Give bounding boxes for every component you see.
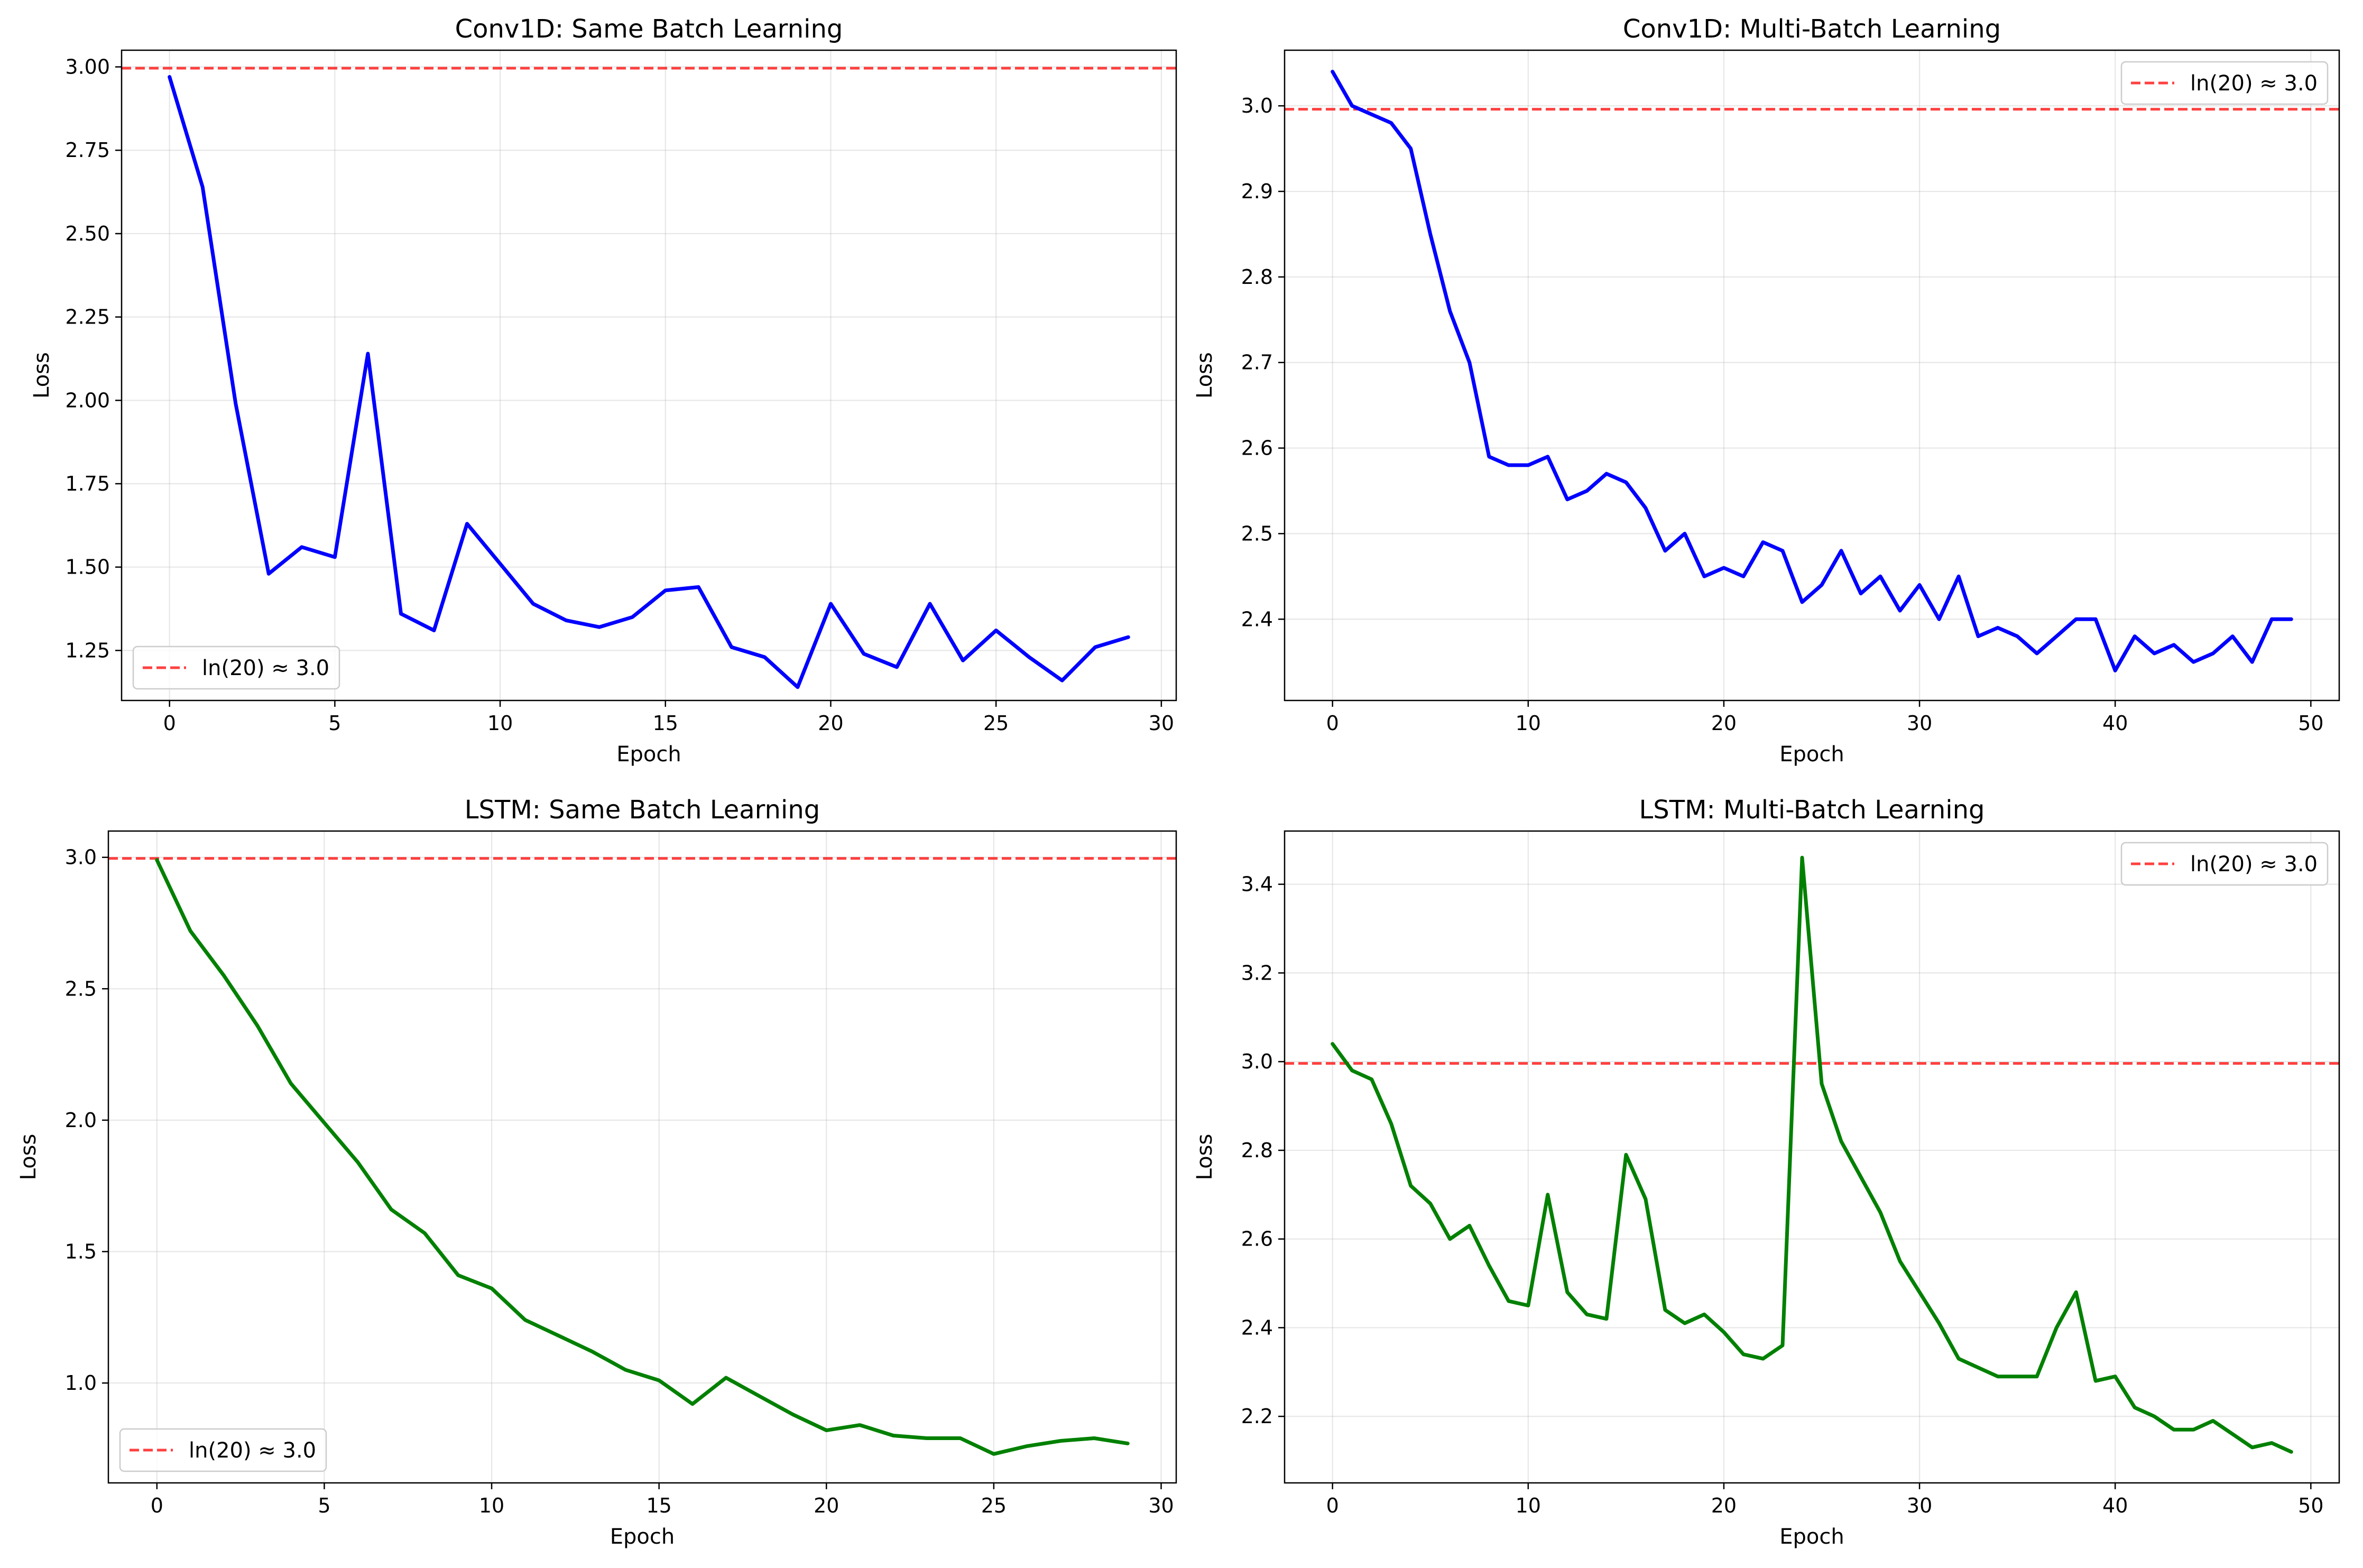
- series-line: [1331, 70, 2293, 672]
- legend-label: ln(20) ≈ 3.0: [189, 1438, 316, 1463]
- axes-frame: [1284, 49, 2340, 702]
- x-tick-label: 40: [2102, 1494, 2128, 1517]
- legend-box: [119, 1428, 327, 1472]
- chart-panel-1: 0 5 10 15 20 25 30 1.25 1.50 1.75 2.00 2.25 2.50 2.75…: [30, 14, 1177, 767]
- legend-label: ln(20) ≈ 3.0: [2190, 71, 2318, 96]
- y-tick-label: 2.50: [65, 222, 110, 245]
- chart-panel-3: 0 5 10 15 20 25 30 1.0 1.5 2.0 2.5 3.0 LSTM: Same Ba…: [16, 795, 1177, 1549]
- y-tick-label: 2.25: [65, 306, 110, 329]
- y-tick-label: 3.00: [65, 56, 110, 79]
- y-tick-label: 2.2: [1241, 1405, 1273, 1428]
- y-tick-label: 1.25: [65, 639, 110, 662]
- x-axis-label: Epoch: [616, 742, 681, 767]
- y-tick-label: 3.4: [1241, 873, 1273, 896]
- y-axis-label: Loss: [1193, 352, 1217, 399]
- y-tick-label: 2.75: [65, 139, 110, 162]
- x-tick-label: 20: [1711, 1494, 1737, 1517]
- axes-frame: [121, 49, 1177, 702]
- y-tick-label: 2.4: [1241, 1316, 1273, 1339]
- chart-title: LSTM: Multi-Batch Learning: [1639, 795, 1985, 825]
- y-tick-label: 2.8: [1241, 265, 1273, 289]
- x-tick-label: 30: [1149, 712, 1174, 735]
- x-tick-label: 10: [487, 712, 513, 735]
- legend-box: [2120, 842, 2329, 886]
- y-tick-label: 3.0: [65, 846, 97, 869]
- x-tick-label: 5: [328, 712, 341, 735]
- legend: ln(20) ≈ 3.0: [2120, 842, 2329, 886]
- y-tick-label: 2.6: [1241, 437, 1273, 460]
- x-tick-label: 10: [479, 1494, 504, 1517]
- legend: ln(20) ≈ 3.0: [132, 645, 340, 690]
- legend: ln(20) ≈ 3.0: [2120, 61, 2329, 105]
- x-tick-label: 40: [2102, 712, 2128, 735]
- axes-frame: [107, 830, 1177, 1484]
- axes-frame: [1284, 830, 2340, 1484]
- x-tick-label: 20: [818, 712, 843, 735]
- y-tick-label: 1.5: [65, 1240, 97, 1263]
- legend-box: [2120, 61, 2329, 105]
- y-axis-label: Loss: [30, 352, 54, 399]
- y-tick-label: 2.7: [1241, 351, 1273, 374]
- legend-box: [132, 645, 340, 690]
- x-tick-label: 0: [163, 712, 176, 735]
- x-tick-label: 0: [1326, 712, 1339, 735]
- y-tick-label: 2.6: [1241, 1228, 1273, 1251]
- x-tick-label: 10: [1516, 1494, 1541, 1517]
- x-tick-label: 30: [1148, 1494, 1174, 1517]
- y-tick-label: 2.5: [65, 977, 97, 1000]
- y-tick-label: 2.8: [1241, 1139, 1273, 1162]
- chart-title: Conv1D: Multi-Batch Learning: [1623, 14, 2001, 44]
- y-tick-label: 3.0: [1241, 94, 1273, 117]
- x-axis-label: Epoch: [1779, 742, 1844, 767]
- y-tick-label: 1.75: [65, 472, 110, 495]
- y-tick-label: 2.0: [65, 1109, 97, 1132]
- x-tick-label: 25: [981, 1494, 1007, 1517]
- chart-panel-2: 0 10 20 30 40 50 2.4 2.5 2.6 2.7 2.8 2.9 3.0 Conv1D: …: [1193, 14, 2340, 767]
- y-tick-label: 3.0: [1241, 1050, 1273, 1073]
- y-tick-label: 1.0: [65, 1371, 97, 1395]
- x-tick-label: 30: [1907, 712, 1932, 735]
- x-axis-label: Epoch: [610, 1525, 675, 1549]
- chart-title: Conv1D: Same Batch Learning: [455, 14, 843, 44]
- chart-panel-4: 0 10 20 30 40 50 2.2 2.4 2.6 2.8 3.0 3.2 3.4 LSTM: Mu…: [1193, 795, 2340, 1549]
- chart-title: LSTM: Same Batch Learning: [465, 795, 820, 825]
- x-tick-label: 20: [814, 1494, 839, 1517]
- series-line: [168, 75, 1130, 689]
- x-tick-label: 0: [1326, 1494, 1339, 1517]
- x-tick-label: 50: [2298, 712, 2323, 735]
- x-tick-label: 30: [1907, 1494, 1932, 1517]
- x-tick-label: 10: [1516, 712, 1541, 735]
- x-tick-label: 15: [646, 1494, 671, 1517]
- series-line: [1331, 855, 2293, 1454]
- y-tick-label: 1.50: [65, 556, 110, 579]
- y-axis-label: Loss: [1193, 1134, 1217, 1180]
- x-tick-label: 50: [2298, 1494, 2323, 1517]
- x-tick-label: 25: [983, 712, 1009, 735]
- series-line: [155, 858, 1130, 1456]
- x-tick-label: 5: [318, 1494, 330, 1517]
- legend-label: ln(20) ≈ 3.0: [202, 656, 329, 680]
- y-axis-label: Loss: [16, 1134, 41, 1180]
- y-tick-label: 3.2: [1241, 961, 1273, 984]
- y-tick-label: 2.00: [65, 389, 110, 412]
- x-tick-label: 15: [653, 712, 678, 735]
- x-tick-label: 0: [151, 1494, 163, 1517]
- x-tick-label: 20: [1711, 712, 1737, 735]
- y-tick-label: 2.9: [1241, 180, 1273, 203]
- legend-label: ln(20) ≈ 3.0: [2190, 852, 2318, 877]
- x-axis-label: Epoch: [1779, 1525, 1844, 1549]
- y-tick-label: 2.5: [1241, 522, 1273, 545]
- y-tick-label: 2.4: [1241, 607, 1273, 631]
- legend: ln(20) ≈ 3.0: [119, 1428, 327, 1472]
